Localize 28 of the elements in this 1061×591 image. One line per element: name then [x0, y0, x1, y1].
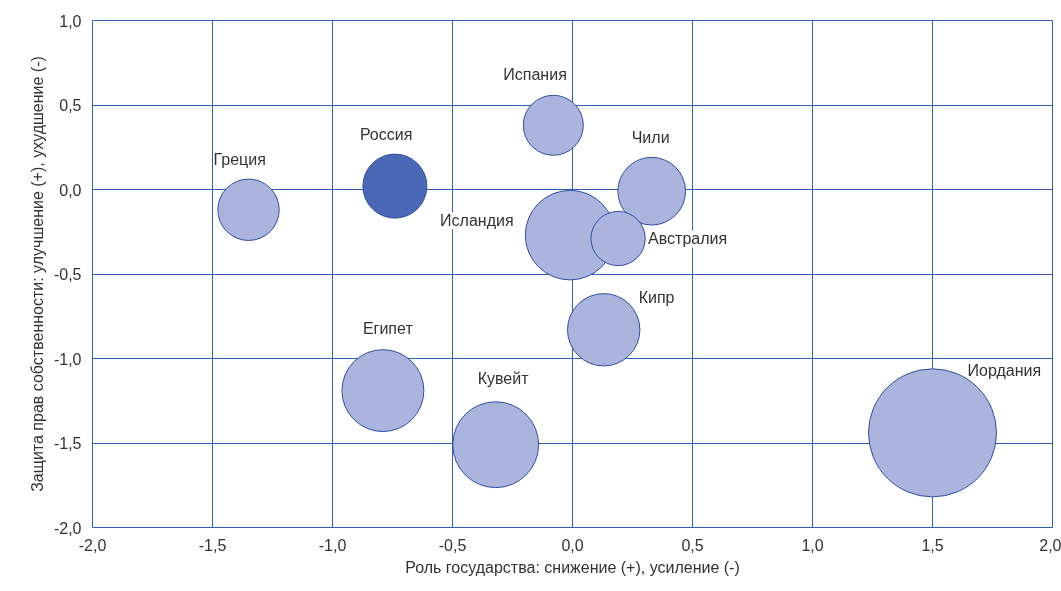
x-tick-label: 0,0 [561, 536, 584, 554]
y-tick-label: -2,0 [53, 519, 82, 537]
x-tick-label: -1,0 [318, 536, 347, 554]
x-tick-label: -1,5 [198, 536, 227, 554]
series-label: Испания [503, 66, 567, 84]
x-tick-label: -2,0 [78, 536, 107, 554]
x-tick-label: -0,5 [438, 536, 467, 554]
series-label: Иордания [967, 361, 1042, 379]
y-tick-label: 0,0 [59, 181, 82, 199]
series-label: Кипр [638, 288, 675, 306]
series-label: Россия [359, 126, 413, 144]
y-tick-label: -0,5 [53, 266, 82, 283]
x-tick-label: 2,0 [1039, 536, 1061, 554]
x-tick-label: 1,0 [801, 536, 824, 554]
x-tick-label: 1,5 [921, 536, 944, 554]
x-tick-label: 0,5 [681, 536, 704, 554]
y-tick-label: 0,5 [59, 97, 82, 114]
series-label: Чили [631, 129, 670, 147]
series-label: Австралия [648, 230, 728, 248]
y-tick-label: 1,0 [59, 12, 82, 30]
x-axis-title: Роль государства: снижение (+), усиление (-) [405, 558, 740, 576]
y-tick-label: -1,0 [53, 350, 82, 368]
series-label: Египет [362, 320, 414, 338]
y-axis-title: Защита прав собственности: улучшение (+), ухудшение (-) [28, 56, 46, 492]
y-tick-label: -1,5 [53, 435, 82, 452]
series-label: Исландия [440, 212, 514, 230]
series-label: Кувейт [477, 370, 530, 388]
series-label: Греция [213, 151, 266, 169]
